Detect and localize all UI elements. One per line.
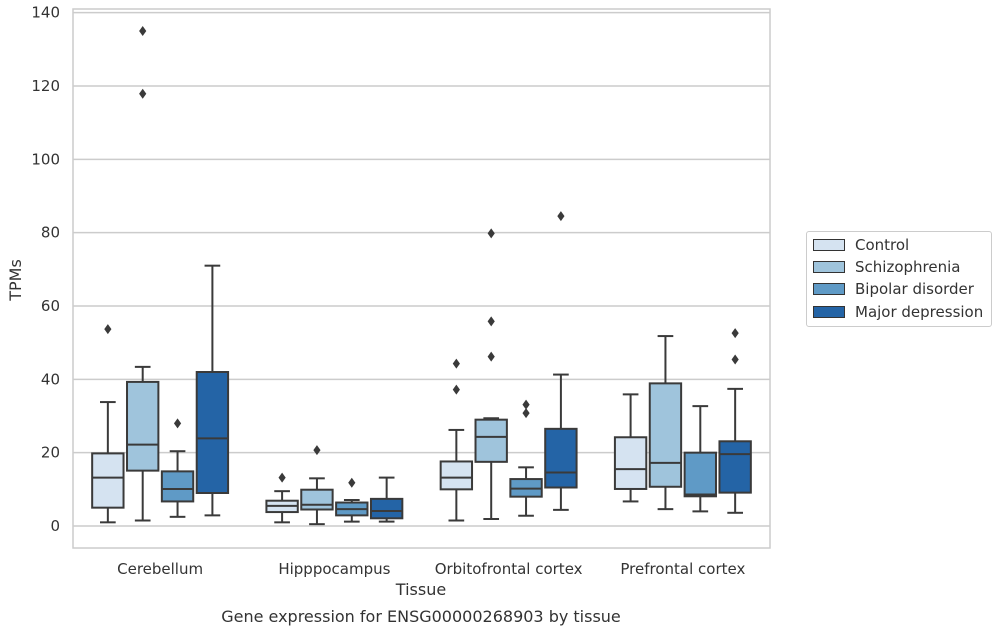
y-tick-label: 80 (41, 224, 60, 242)
box (369, 476, 404, 523)
plot-frame (72, 8, 771, 549)
legend-swatch (813, 306, 845, 318)
box (683, 405, 717, 513)
x-tick-label: Cerebellum (117, 560, 203, 578)
outlier-point (487, 351, 495, 362)
legend: Control Schizophrenia Bipolar disorder M… (806, 231, 992, 327)
chart-title: Gene expression for ENSG00000268903 by t… (221, 607, 621, 626)
box (126, 26, 160, 522)
x-tick-label: Orbitofrontal cortex (435, 560, 583, 578)
outlier-point (731, 328, 739, 339)
outlier-point (313, 445, 321, 456)
box-body (613, 436, 648, 490)
legend-label: Bipolar disorder (855, 280, 974, 298)
outlier-point (522, 408, 530, 419)
box (300, 445, 334, 526)
box-body (544, 427, 578, 489)
legend-item-schizophrenia: Schizophrenia (813, 257, 960, 277)
y-tick-label: 20 (41, 444, 60, 462)
boxes (91, 26, 752, 526)
x-tick-label: Hipppocampus (278, 560, 390, 578)
outlier-point (104, 324, 112, 335)
y-tick-label: 140 (31, 4, 60, 22)
box-body (126, 380, 160, 472)
outlier-point (348, 477, 356, 488)
box-body (474, 418, 508, 463)
box (544, 211, 578, 511)
outlier-point (278, 472, 286, 483)
legend-swatch (813, 239, 845, 251)
legend-label: Major depression (855, 303, 984, 321)
box (335, 477, 369, 523)
outlier-point (452, 358, 460, 369)
legend-item-major-depression: Major depression (813, 302, 983, 322)
y-tick-labels: 0 20 40 60 80 100 120 140 (31, 4, 60, 535)
box (439, 358, 474, 522)
box (509, 399, 543, 517)
outlier-point (487, 316, 495, 327)
outlier-point (173, 418, 182, 429)
box (265, 472, 299, 524)
y-tick-label: 0 (50, 517, 60, 535)
outlier-point (731, 354, 739, 365)
y-tick-label: 100 (31, 150, 60, 168)
x-axis-label: Tissue (395, 580, 446, 599)
legend-swatch (813, 261, 845, 273)
legend-swatch (813, 283, 845, 295)
box (474, 228, 508, 521)
legend-item-bipolar-disorder: Bipolar disorder (813, 279, 974, 299)
box-body (439, 460, 474, 491)
x-tick-labels: Cerebellum Hipppocampus Orbitofrontal cort… (117, 560, 745, 578)
outlier-point (487, 228, 495, 239)
box-body (648, 382, 683, 488)
box-body (300, 488, 334, 511)
outlier-point (139, 88, 147, 99)
outlier-point (522, 399, 530, 410)
box-body (683, 451, 717, 498)
legend-label: Schizophrenia (855, 258, 961, 276)
legend-item-control: Control (813, 235, 909, 255)
outlier-point (557, 211, 565, 222)
box (718, 328, 752, 514)
box (648, 335, 683, 511)
y-tick-label: 120 (31, 77, 60, 95)
legend-label: Control (855, 236, 910, 254)
box-body (718, 440, 752, 494)
y-tick-label: 40 (41, 370, 60, 388)
box (613, 393, 648, 503)
box-body (195, 371, 230, 494)
outlier-point (452, 384, 460, 395)
y-tick-label: 60 (41, 297, 60, 315)
box-body (369, 497, 404, 520)
x-tick-label: Prefrontal cortex (620, 560, 745, 578)
box (160, 418, 195, 518)
box (195, 264, 230, 517)
box (91, 324, 125, 524)
grid-lines (73, 11, 770, 527)
box-body (91, 452, 125, 509)
outlier-point (139, 26, 147, 36)
y-axis-label: TPMs (6, 259, 25, 302)
box-body (160, 470, 195, 503)
